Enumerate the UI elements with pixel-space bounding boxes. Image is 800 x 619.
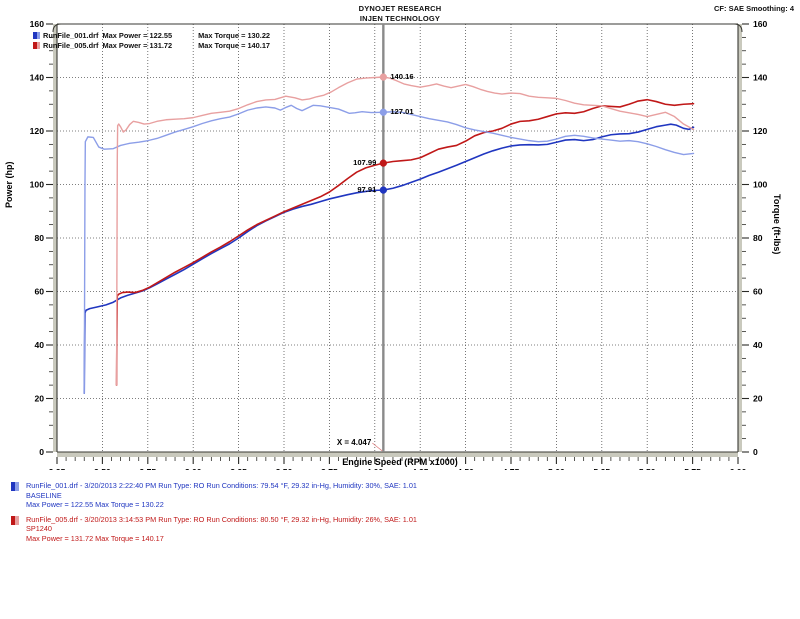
run2-conditions: RunFile_005.drf - 3/20/2013 3:14:53 PM R…: [26, 514, 417, 524]
svg-text:2.75: 2.75: [139, 467, 156, 470]
legend-maxtorque-run2: Max Torque = 140.17: [198, 40, 271, 50]
run-info-block: RunFile_001.drf - 3/20/2013 2:22:40 PM R…: [8, 481, 648, 549]
run-swatch-blue: [11, 482, 19, 491]
point-label-torque-red: 140.16: [390, 72, 414, 82]
legend-swatch-blue: [33, 32, 40, 40]
legend-file-run1: RunFile_001.drf: [43, 31, 99, 40]
svg-text:160: 160: [30, 19, 45, 29]
svg-text:5.50: 5.50: [639, 467, 656, 470]
run-info-item-2: RunFile_005.drf - 3/20/2013 3:14:53 PM R…: [8, 515, 648, 544]
svg-text:5.25: 5.25: [593, 467, 610, 470]
svg-text:120: 120: [30, 126, 45, 136]
svg-text:0: 0: [753, 447, 758, 457]
run1-maxima: Max Power = 122.55 Max Torque = 130.22: [26, 500, 164, 510]
svg-text:5.75: 5.75: [684, 467, 701, 470]
svg-text:3.25: 3.25: [230, 467, 247, 470]
legend-swatch-red: [33, 41, 40, 49]
legend-maxtorque-run1: Max Torque = 130.22: [198, 31, 271, 40]
svg-text:6.00: 6.00: [730, 467, 747, 470]
svg-text:5.00: 5.00: [548, 467, 565, 470]
chart-svg: 0 0 20 20 40 40 60 60 80 80 100 100 120 120 140 140 160 1…: [30, 19, 768, 477]
chart-legend: RunFile_001.drf Max Power = 122.55 Max T…: [33, 31, 270, 50]
svg-text:3.50: 3.50: [276, 467, 293, 470]
svg-text:40: 40: [34, 340, 44, 350]
run1-name: BASELINE: [26, 490, 62, 500]
svg-text:4.00: 4.00: [366, 467, 383, 470]
svg-text:20: 20: [34, 394, 44, 404]
y-axis-title-torque: Torque (ft-lbs): [772, 194, 782, 255]
svg-text:100: 100: [753, 180, 768, 190]
run2-name: SP1240: [26, 524, 52, 534]
y-axis-title-power: Power (hp): [4, 161, 14, 209]
svg-text:140: 140: [753, 73, 768, 83]
point-label-power-blue: 97.91: [357, 185, 377, 195]
svg-text:0: 0: [39, 447, 44, 457]
chart-header-title: DYNOJET RESEARCH INJEN TECHNOLOGY: [0, 4, 800, 23]
run-swatch-red: [11, 515, 19, 525]
run2-maxima: Max Power = 131.72 Max Torque = 140.17: [26, 533, 164, 543]
svg-text:20: 20: [753, 394, 763, 404]
svg-text:4.75: 4.75: [503, 467, 520, 470]
header-line-company: INJEN TECHNOLOGY: [359, 13, 441, 23]
svg-text:140: 140: [30, 73, 45, 83]
svg-text:3.75: 3.75: [321, 467, 338, 470]
svg-text:3.00: 3.00: [185, 467, 202, 470]
svg-text:160: 160: [753, 19, 768, 29]
svg-text:40: 40: [753, 340, 763, 350]
legend-file-run2: RunFile_005.drf: [43, 40, 99, 50]
correction-factor-label: CF: SAE Smoothing: 4: [714, 4, 794, 13]
legend-item-run1: RunFile_001.drf Max Power = 122.55 Max T…: [33, 31, 270, 41]
legend-maxpower-run1: Max Power = 122.55: [102, 31, 173, 40]
point-label-torque-blue: 127.01: [390, 107, 414, 117]
svg-text:80: 80: [753, 233, 763, 243]
svg-text:2.25: 2.25: [49, 467, 66, 470]
legend-maxpower-run2: Max Power = 131.72: [102, 40, 173, 50]
point-label-power-red: 107.99: [353, 158, 377, 168]
svg-text:60: 60: [34, 287, 44, 297]
legend-item-run2: RunFile_005.drf Max Power = 131.72 Max T…: [33, 41, 270, 51]
svg-text:60: 60: [753, 287, 763, 297]
header-line-dynojet: DYNOJET RESEARCH: [358, 4, 442, 13]
run-info-item-1: RunFile_001.drf - 3/20/2013 2:22:40 PM R…: [8, 481, 648, 510]
svg-text:100: 100: [30, 180, 45, 190]
cursor-x-readout: X = 4.047: [337, 438, 372, 447]
chart-plot-area[interactable]: 0 0 20 20 40 40 60 60 80 80 100 100 120 120 140 140 160 1…: [0, 0, 800, 477]
svg-text:4.25: 4.25: [412, 467, 429, 470]
svg-text:4.50: 4.50: [457, 467, 474, 470]
svg-text:2.50: 2.50: [94, 467, 111, 470]
svg-text:80: 80: [34, 233, 44, 243]
svg-text:120: 120: [753, 126, 768, 136]
x-axis-title-rpm: Engine Speed (RPM x1000): [342, 457, 458, 467]
run1-conditions: RunFile_001.drf - 3/20/2013 2:22:40 PM R…: [26, 481, 417, 490]
